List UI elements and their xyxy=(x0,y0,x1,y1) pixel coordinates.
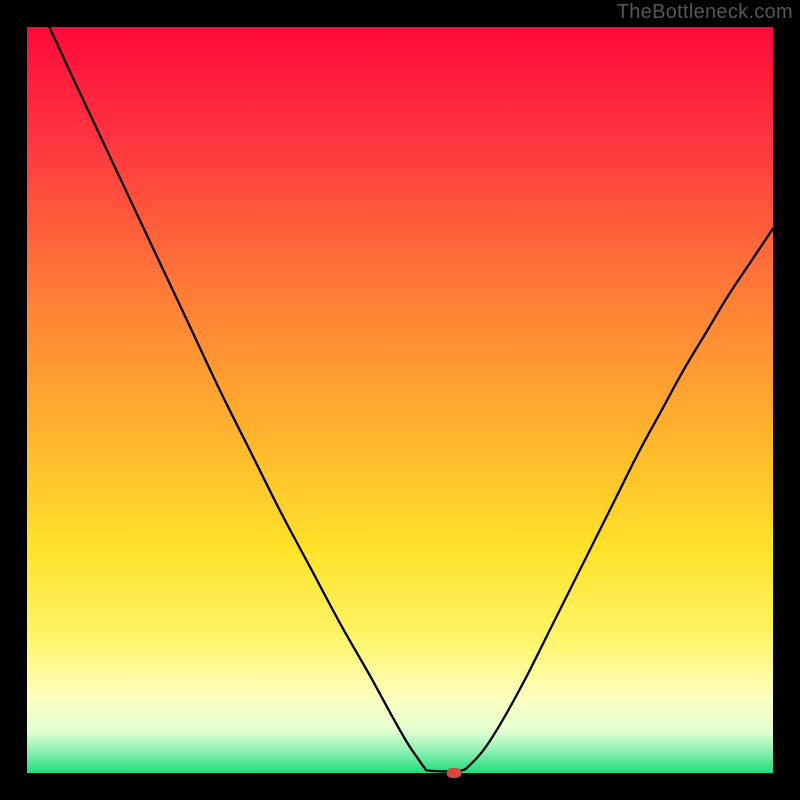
optimum-marker xyxy=(447,768,462,778)
outer-frame: TheBottleneck.com xyxy=(0,0,800,800)
watermark-text: TheBottleneck.com xyxy=(617,1,793,24)
bottleneck-curve xyxy=(27,27,773,773)
plot-area xyxy=(27,27,773,773)
